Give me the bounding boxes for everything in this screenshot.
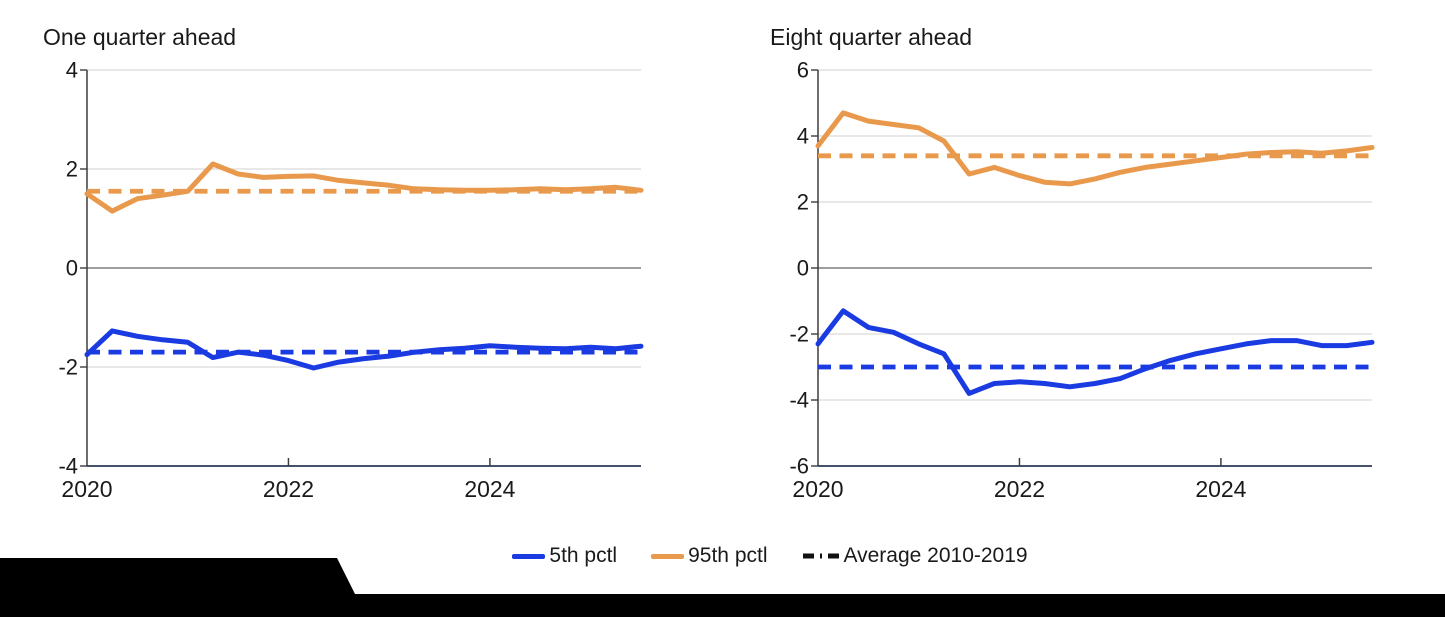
series-line-95th-pctl [815,110,1375,187]
95th-pctl-line-swatch-icon [651,553,685,559]
legend-item-95th-pctl: 95th pctl [651,544,768,568]
y-tick-label: -4 [58,454,78,479]
y-tick-label: -2 [58,355,78,380]
right-chart-title: Eight quarter ahead [770,24,973,50]
y-tick-label: 0 [66,256,78,281]
x-tick-label: 2022 [263,476,314,502]
x-tick-label: 2024 [1195,476,1246,502]
legend-item-average: Average 2010-2019 [802,544,1028,568]
legend: 5th pctl 95th pctl Average 2010-2019 [400,541,1140,571]
x-tick-label: 2024 [464,476,515,502]
y-tick-label: -6 [789,454,809,479]
left-chart-title: One quarter ahead [43,24,237,50]
y-tick-label: 2 [797,190,809,215]
5th-pctl-line-swatch-icon [512,553,546,559]
y-tick-label: -2 [789,322,809,347]
average-dashed-line-swatch-icon [802,553,839,559]
series-line-5th-pctl [84,328,644,371]
y-tick-label: 6 [797,58,809,83]
legend-label-5th-pctl: 5th pctl [549,544,618,567]
x-tick-label: 2020 [792,476,843,502]
x-tick-label: 2022 [994,476,1045,502]
legend-item-5th-pctl: 5th pctl [512,544,617,568]
y-tick-label: 2 [66,157,78,182]
y-tick-label: -4 [789,388,809,413]
series-line-5th-pctl [815,308,1375,396]
y-tick-label: 4 [797,124,809,149]
legend-label-95th-pctl: 95th pctl [688,544,768,567]
series-line-95th-pctl [84,161,644,214]
y-tick-label: 4 [66,58,78,83]
y-tick-label: 0 [797,256,809,281]
x-tick-label: 2020 [61,476,112,502]
legend-label-average: Average 2010-2019 [843,544,1028,567]
